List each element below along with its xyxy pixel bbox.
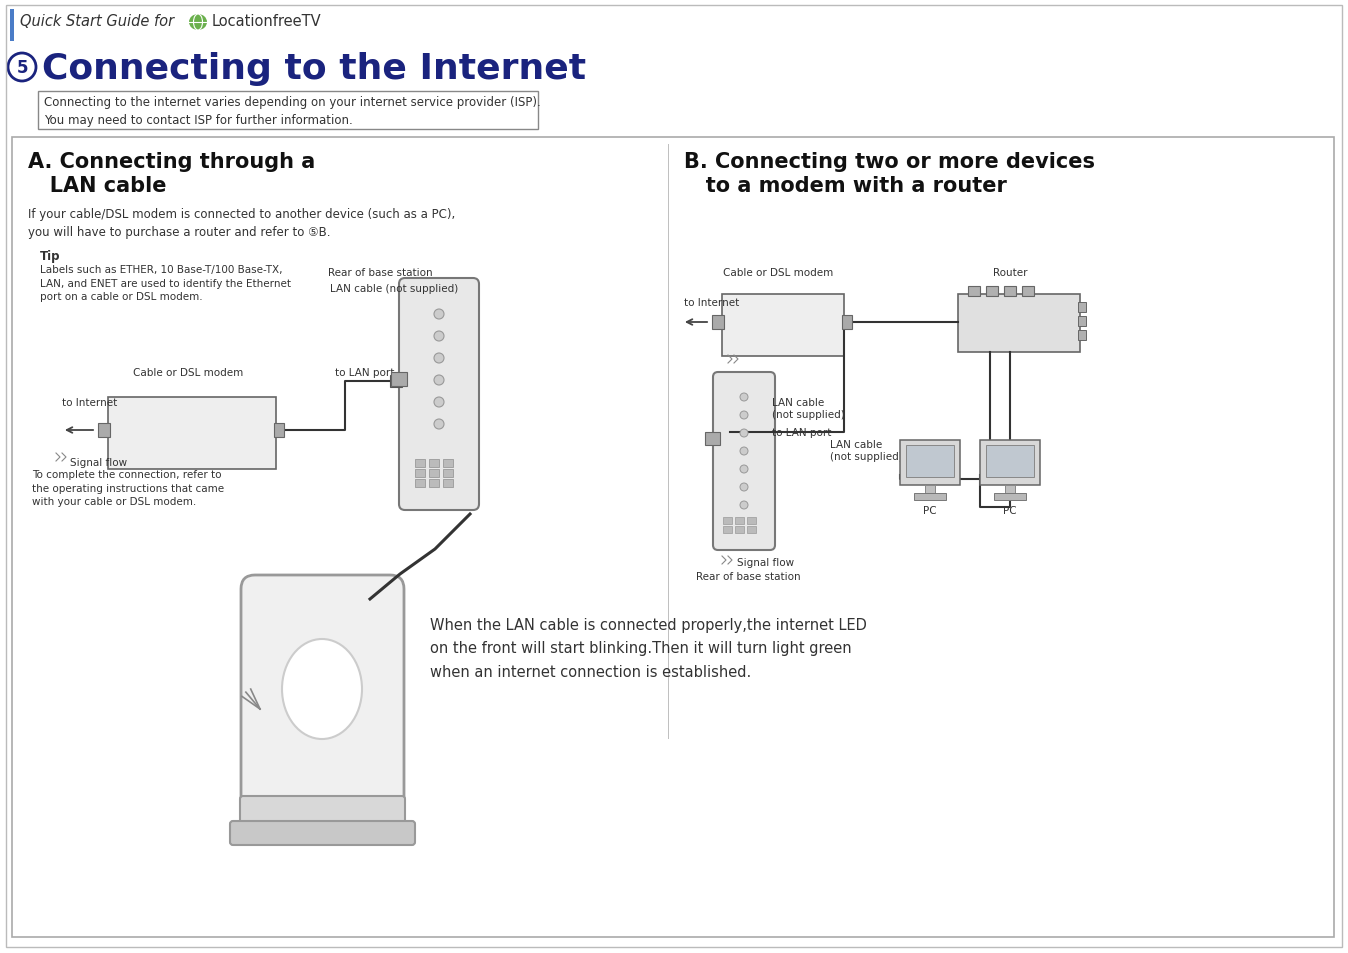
Text: When the LAN cable is connected properly,the internet LED
on the front will star: When the LAN cable is connected properly… xyxy=(430,618,867,679)
Text: Cable or DSL modem: Cable or DSL modem xyxy=(723,268,833,277)
Circle shape xyxy=(740,430,748,437)
Bar xyxy=(443,459,453,468)
Circle shape xyxy=(434,397,443,408)
Circle shape xyxy=(740,501,748,510)
FancyBboxPatch shape xyxy=(231,821,415,845)
Circle shape xyxy=(740,448,748,456)
Bar xyxy=(723,294,844,356)
Bar xyxy=(1004,287,1016,296)
Bar xyxy=(906,446,954,477)
Bar xyxy=(705,433,720,446)
Circle shape xyxy=(740,394,748,401)
Circle shape xyxy=(434,419,443,430)
Bar xyxy=(985,446,1034,477)
Text: Tip: Tip xyxy=(40,250,61,263)
Bar xyxy=(429,479,439,488)
Bar xyxy=(968,287,980,296)
Ellipse shape xyxy=(282,639,363,740)
Bar xyxy=(958,294,1080,353)
Bar xyxy=(415,470,425,477)
Text: B. Connecting two or more devices: B. Connecting two or more devices xyxy=(683,152,1095,172)
Text: LAN cable: LAN cable xyxy=(28,175,167,195)
Bar xyxy=(842,315,852,330)
Bar xyxy=(900,440,960,485)
Text: to LAN port: to LAN port xyxy=(336,368,395,377)
Text: Signal flow: Signal flow xyxy=(70,457,127,468)
Ellipse shape xyxy=(189,15,208,30)
Bar xyxy=(9,10,13,42)
Text: PC: PC xyxy=(1003,505,1016,516)
Bar xyxy=(723,526,732,534)
Bar xyxy=(391,373,407,387)
Bar xyxy=(38,91,538,130)
Text: To complete the connection, refer to
the operating instructions that came
with y: To complete the connection, refer to the… xyxy=(32,470,224,507)
Text: LocationfreeTV: LocationfreeTV xyxy=(212,14,322,29)
Bar xyxy=(274,423,284,437)
Bar xyxy=(985,287,998,296)
Text: to Internet: to Internet xyxy=(62,397,117,408)
Bar xyxy=(925,485,936,494)
Bar xyxy=(1078,303,1086,313)
Circle shape xyxy=(740,483,748,492)
Bar xyxy=(1022,287,1034,296)
Bar xyxy=(98,423,111,437)
Text: Connecting to the Internet: Connecting to the Internet xyxy=(42,52,586,86)
Bar xyxy=(723,517,732,524)
Text: to LAN port: to LAN port xyxy=(772,428,832,437)
Bar xyxy=(415,479,425,488)
Text: Labels such as ETHER, 10 Base-T/100 Base-TX,
LAN, and ENET are used to identify : Labels such as ETHER, 10 Base-T/100 Base… xyxy=(40,265,291,302)
Text: Quick Start Guide for: Quick Start Guide for xyxy=(20,14,174,29)
Bar xyxy=(980,440,1041,485)
Bar xyxy=(415,459,425,468)
Text: PC: PC xyxy=(923,505,937,516)
Bar xyxy=(108,397,276,470)
Bar xyxy=(390,375,402,388)
FancyBboxPatch shape xyxy=(399,278,479,511)
Bar xyxy=(429,470,439,477)
Bar xyxy=(443,479,453,488)
Circle shape xyxy=(740,412,748,419)
Circle shape xyxy=(434,375,443,386)
Bar xyxy=(747,517,756,524)
Bar xyxy=(993,494,1026,500)
Bar xyxy=(443,470,453,477)
Text: LAN cable
(not supplied): LAN cable (not supplied) xyxy=(772,397,845,419)
Bar xyxy=(1078,316,1086,327)
Text: Rear of base station: Rear of base station xyxy=(696,572,801,581)
Text: Cable or DSL modem: Cable or DSL modem xyxy=(133,368,243,377)
FancyBboxPatch shape xyxy=(241,576,404,818)
Text: LAN cable (not supplied): LAN cable (not supplied) xyxy=(330,284,458,294)
Text: 5: 5 xyxy=(16,59,28,77)
FancyBboxPatch shape xyxy=(713,373,775,551)
Text: If your cable/DSL modem is connected to another device (such as a PC),
you will : If your cable/DSL modem is connected to … xyxy=(28,208,456,239)
Text: A. Connecting through a: A. Connecting through a xyxy=(28,152,315,172)
Bar xyxy=(1006,485,1015,494)
Circle shape xyxy=(434,354,443,364)
Bar xyxy=(1078,331,1086,340)
Text: LAN cable
(not supplied): LAN cable (not supplied) xyxy=(830,439,903,461)
Circle shape xyxy=(434,310,443,319)
Bar xyxy=(747,526,756,534)
Text: Rear of base station: Rear of base station xyxy=(328,268,433,277)
Circle shape xyxy=(434,332,443,341)
Bar xyxy=(914,494,946,500)
Text: to Internet: to Internet xyxy=(683,297,739,308)
Text: Router: Router xyxy=(992,268,1027,277)
Bar xyxy=(712,315,724,330)
Bar xyxy=(429,459,439,468)
Bar xyxy=(735,526,744,534)
Text: to a modem with a router: to a modem with a router xyxy=(683,175,1007,195)
Bar xyxy=(12,138,1335,937)
FancyBboxPatch shape xyxy=(240,796,404,830)
Circle shape xyxy=(740,465,748,474)
Bar xyxy=(735,517,744,524)
Text: Signal flow: Signal flow xyxy=(737,558,794,567)
Text: Connecting to the internet varies depending on your internet service provider (I: Connecting to the internet varies depend… xyxy=(44,96,541,127)
